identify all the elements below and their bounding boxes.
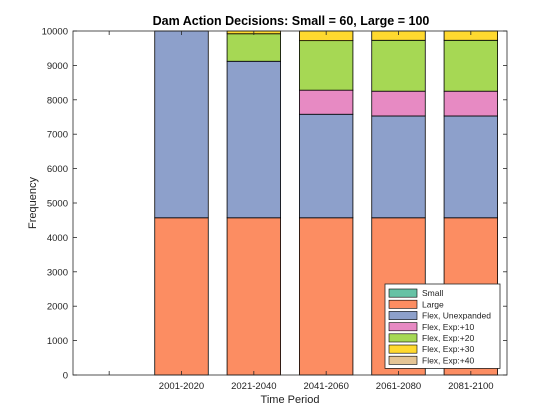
y-tick-label: 5000 xyxy=(47,199,68,210)
x-tick-label: 2041-2060 xyxy=(303,381,348,392)
bar-segment xyxy=(371,39,426,92)
legend-swatch xyxy=(388,322,418,332)
y-tick-label: 7000 xyxy=(47,130,68,141)
y-tick-label: 6000 xyxy=(47,164,68,175)
y-axis-label: Frequency xyxy=(27,177,39,229)
x-tick-label: 2001-2020 xyxy=(159,381,204,392)
legend-label: Small xyxy=(422,288,443,298)
y-tick-label: 4000 xyxy=(47,233,68,244)
bar-segment xyxy=(443,39,498,92)
y-tick-label: 3000 xyxy=(47,267,68,278)
bar-segment xyxy=(443,90,498,117)
legend-label: Flex, Exp:+20 xyxy=(422,333,474,343)
bar-segment xyxy=(371,90,426,117)
y-tick-label: 8000 xyxy=(47,95,68,106)
bar-segment xyxy=(299,217,354,376)
legend-label: Flex, Exp:+40 xyxy=(422,355,474,365)
x-tick-label: 2021-2040 xyxy=(231,381,276,392)
x-axis-label: Time Period xyxy=(261,394,320,406)
legend-swatch xyxy=(388,333,418,343)
legend-label: Flex, Exp:+10 xyxy=(422,322,474,332)
legend-label: Flex, Unexpanded xyxy=(422,311,491,321)
y-tick-label: 10000 xyxy=(42,27,68,38)
bar-segment xyxy=(299,89,354,115)
bar-segment xyxy=(299,113,354,219)
y-tick-label: 2000 xyxy=(47,302,68,313)
legend-swatch xyxy=(388,311,418,320)
legend-swatch xyxy=(388,344,418,354)
bar-segment xyxy=(371,115,426,219)
bar-segment xyxy=(226,217,281,376)
bar-segment xyxy=(226,60,281,219)
legend-label: Large xyxy=(422,299,444,309)
x-tick-label: 2061-2080 xyxy=(376,381,421,392)
y-tick-label: 9000 xyxy=(47,61,68,72)
bar-segment xyxy=(226,33,281,62)
legend-swatch xyxy=(388,299,418,309)
y-tick-label: 0 xyxy=(63,371,68,382)
bar-segment xyxy=(443,115,498,219)
legend-swatch xyxy=(388,355,418,365)
y-axis: 0 1000 2000 3000 4000 5000 6000 7000 8000 9000 100… xyxy=(42,27,507,382)
legend-label: Flex, Exp:+30 xyxy=(422,344,474,354)
x-axis: 2001-2020 2021-2040 2041-2060 2061-2080 2081… xyxy=(108,31,494,392)
chart-title: Dam Action Decisions: Small = 60, Large … xyxy=(153,14,430,28)
bar-segment xyxy=(154,30,209,219)
x-tick-label: 2081-2100 xyxy=(448,381,493,392)
bar-segment xyxy=(154,217,209,376)
bar-segment xyxy=(299,40,354,91)
y-tick-label: 1000 xyxy=(47,336,68,347)
legend-swatch xyxy=(388,288,418,298)
